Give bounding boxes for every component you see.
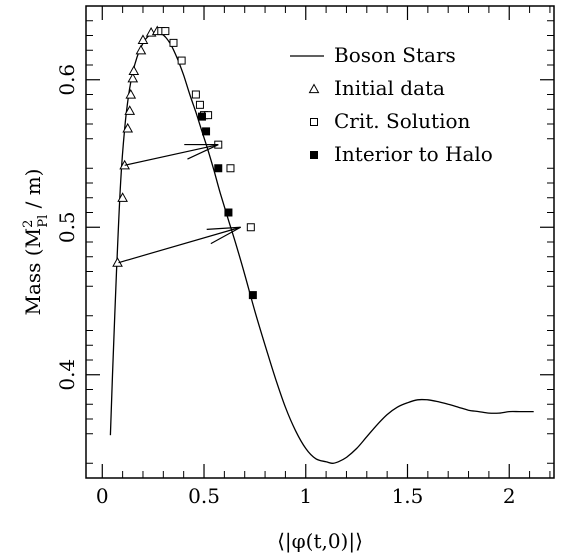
legend-marker-swatch bbox=[310, 151, 318, 159]
tick-labels: 0 0.5 1 1.5 2 0.4 0.5 0.6 bbox=[55, 64, 516, 508]
legend-marker-swatch bbox=[310, 118, 318, 126]
arrow-shaft bbox=[124, 144, 219, 166]
markers bbox=[112, 25, 257, 300]
initial-data-point bbox=[117, 192, 128, 202]
plot-frame bbox=[85, 5, 555, 479]
x-tick-label: 1 bbox=[299, 484, 312, 508]
x-tick-label: 0 bbox=[96, 484, 109, 508]
initial-data-point bbox=[124, 105, 136, 115]
y-axis-title-sub: Pl bbox=[36, 215, 51, 228]
interior-to-halo-point bbox=[197, 112, 206, 121]
ticks bbox=[86, 6, 554, 478]
initial-data-point bbox=[127, 72, 139, 83]
annotation-arrows bbox=[118, 143, 241, 264]
x-tick-label: 0.5 bbox=[188, 484, 220, 508]
crit-solution-point bbox=[191, 90, 200, 99]
x-axis-title: ⟨|φ(t,0)|⟩ bbox=[277, 529, 363, 554]
initial-data-point bbox=[135, 44, 147, 55]
y-axis-title: Mass (M2Pl / m) bbox=[21, 169, 51, 316]
interior-to-halo-point bbox=[214, 164, 223, 173]
y-axis-title-pre: Mass (M bbox=[21, 228, 45, 316]
crit-solution-point bbox=[177, 56, 186, 65]
legend: Boson Stars Initial data Crit. Solution Int… bbox=[290, 43, 493, 166]
legend-label: Initial data bbox=[334, 76, 445, 100]
initial-data-point bbox=[125, 88, 137, 99]
series-layer bbox=[109, 31, 534, 464]
y-axis-title-sup: 2 bbox=[21, 220, 36, 228]
interior-to-halo-point bbox=[202, 127, 211, 136]
x-tick-label: 1.5 bbox=[392, 484, 424, 508]
initial-data-point bbox=[122, 122, 134, 133]
interior-to-halo-point bbox=[224, 208, 233, 217]
crit-solution-point bbox=[169, 38, 178, 47]
legend-label: Boson Stars bbox=[334, 43, 456, 67]
y-tick-label: 0.6 bbox=[55, 64, 79, 96]
legend-label: Crit. Solution bbox=[334, 109, 471, 133]
y-tick-label: 0.5 bbox=[55, 211, 79, 243]
arrow-shaft bbox=[118, 226, 241, 264]
initial-data-point bbox=[128, 65, 140, 75]
crit-solution-point bbox=[161, 27, 170, 36]
y-tick-label: 0.4 bbox=[55, 359, 79, 391]
legend-label: Interior to Halo bbox=[334, 142, 493, 166]
legend-marker-swatch bbox=[308, 83, 320, 94]
arrow-head bbox=[206, 226, 241, 245]
initial-data-point bbox=[137, 34, 149, 45]
crit-solution-point bbox=[195, 100, 204, 109]
arrow-head bbox=[184, 143, 219, 160]
boson-stars-line bbox=[109, 31, 534, 464]
y-axis-title-post: / m) bbox=[21, 169, 45, 215]
x-tick-label: 2 bbox=[503, 484, 516, 508]
crit-solution-point bbox=[246, 223, 255, 232]
interior-to-halo-point bbox=[248, 291, 257, 300]
crit-solution-point bbox=[226, 164, 235, 173]
